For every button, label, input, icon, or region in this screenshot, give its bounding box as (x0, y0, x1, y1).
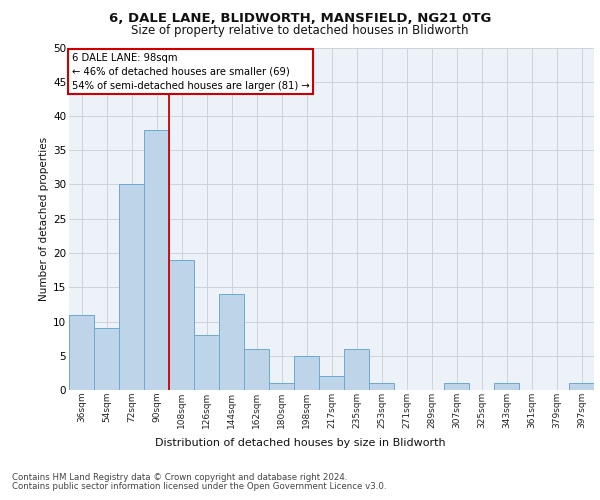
Text: Contains public sector information licensed under the Open Government Licence v3: Contains public sector information licen… (12, 482, 386, 491)
Bar (569, 383, 594, 390)
Bar (319, 376, 344, 390)
Bar (69, 314, 94, 390)
Bar (294, 356, 319, 390)
Text: 6 DALE LANE: 98sqm
← 46% of detached houses are smaller (69)
54% of semi-detache: 6 DALE LANE: 98sqm ← 46% of detached hou… (71, 52, 310, 90)
Y-axis label: Number of detached properties: Number of detached properties (39, 136, 49, 301)
Bar (369, 383, 394, 390)
Bar (94, 328, 119, 390)
Bar (344, 349, 369, 390)
Bar (269, 383, 294, 390)
Bar (219, 294, 244, 390)
Text: Distribution of detached houses by size in Blidworth: Distribution of detached houses by size … (155, 438, 445, 448)
Text: Contains HM Land Registry data © Crown copyright and database right 2024.: Contains HM Land Registry data © Crown c… (12, 472, 347, 482)
Bar (144, 130, 169, 390)
Bar (494, 383, 519, 390)
Bar (119, 184, 144, 390)
Bar (169, 260, 194, 390)
Text: Size of property relative to detached houses in Blidworth: Size of property relative to detached ho… (131, 24, 469, 37)
Bar (244, 349, 269, 390)
Text: 6, DALE LANE, BLIDWORTH, MANSFIELD, NG21 0TG: 6, DALE LANE, BLIDWORTH, MANSFIELD, NG21… (109, 12, 491, 26)
Bar (194, 335, 219, 390)
Bar (444, 383, 469, 390)
